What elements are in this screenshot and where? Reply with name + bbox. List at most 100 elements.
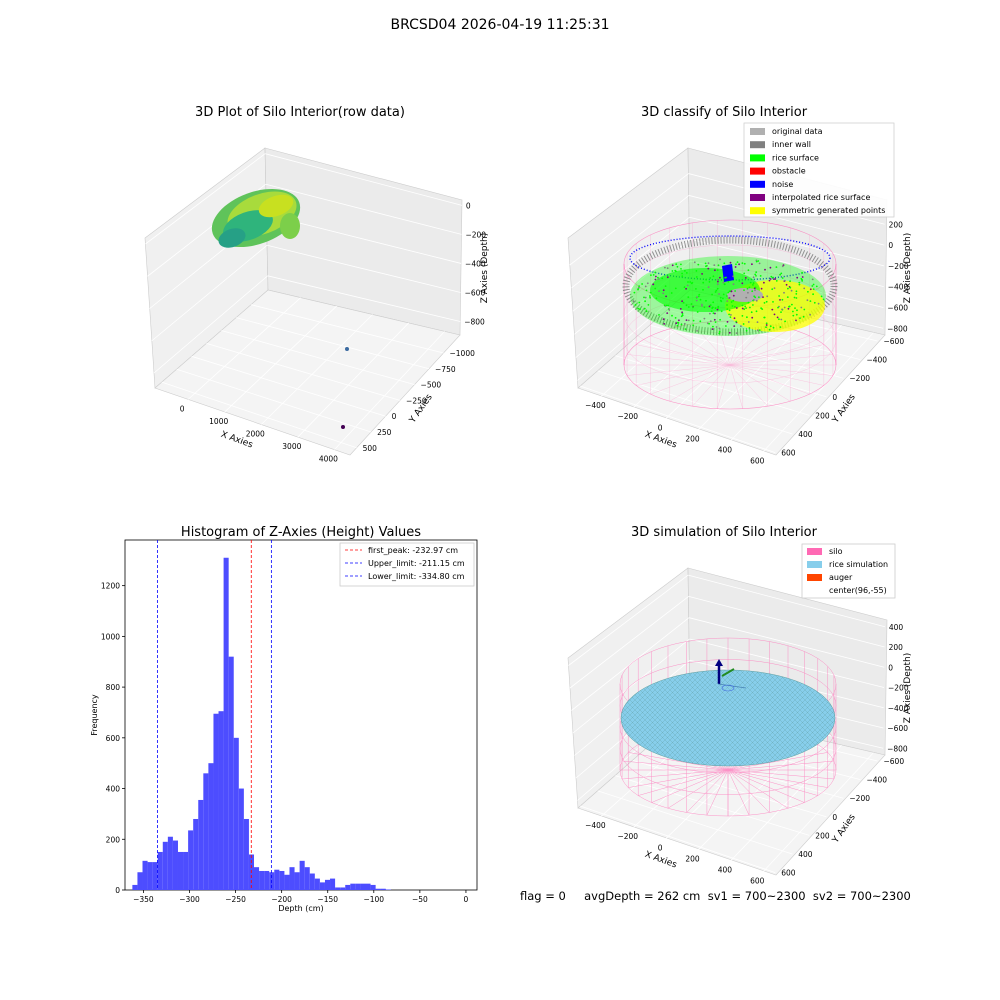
y-tick-label: −500 xyxy=(421,381,442,390)
y-tick-label: 0 xyxy=(392,412,397,421)
y-tick-label: 200 xyxy=(815,831,830,840)
histogram-bar xyxy=(264,870,270,890)
legend-swatch xyxy=(750,194,765,201)
histogram-bar xyxy=(228,656,234,890)
y-tick-label: −750 xyxy=(435,365,456,374)
panel1-outlier-point xyxy=(345,347,349,351)
x-tick-label: 3000 xyxy=(282,442,301,451)
y-tick-label: −1000 xyxy=(450,349,476,358)
histogram-bar xyxy=(183,851,189,890)
z-tick-label: 0 xyxy=(466,201,471,210)
legend-entry: center(96,-55) xyxy=(829,586,887,595)
histogram-bar xyxy=(172,840,178,890)
panel3-title: Histogram of Z-Axies (Height) Values xyxy=(181,525,421,540)
histogram-bar xyxy=(319,882,325,890)
legend-entry: interpolated rice surface xyxy=(772,193,870,202)
legend-entry: obstacle xyxy=(772,167,806,176)
panel1-ticks: 01000200030004000−1000−750−500−250025050… xyxy=(180,201,487,463)
panel4-title: 3D simulation of Silo Interior xyxy=(631,525,818,540)
histogram-bar xyxy=(299,860,305,890)
histogram-bar xyxy=(309,873,315,890)
y-tick-label: 1000 xyxy=(101,632,120,641)
panel2-zlabel: Z Axies (Depth) xyxy=(903,233,913,304)
x-tick-label: −200 xyxy=(271,895,292,904)
y-tick-label: −600 xyxy=(884,337,905,346)
panel-simulation: 3D simulation of Silo Interior silo rice … xyxy=(567,525,913,886)
y-tick-label: 200 xyxy=(106,835,121,844)
legend-swatch xyxy=(750,167,765,175)
legend-swatch xyxy=(807,574,822,581)
panel2-title: 3D classify of Silo Interior xyxy=(641,105,808,120)
histogram-xticks: −350 −300 −250 −200 −150 −100 −50 0 xyxy=(133,890,469,904)
y-tick-label: −250 xyxy=(406,396,427,405)
y-tick-label: 0 xyxy=(832,393,837,402)
z-tick-label: 400 xyxy=(889,623,904,632)
x-tick-label: 0 xyxy=(658,843,663,852)
x-tick-label: −250 xyxy=(225,895,246,904)
x-tick-label: 600 xyxy=(750,877,765,886)
panel1-title: 3D Plot of Silo Interior(row data) xyxy=(195,105,405,120)
legend-swatch xyxy=(807,548,822,555)
panel4-ticks: −400−2000200400600−600−400−2000200400600… xyxy=(585,623,909,886)
z-tick-label: −400 xyxy=(888,704,909,713)
histogram-bar xyxy=(132,884,138,890)
histogram-bar xyxy=(233,737,239,890)
legend-swatch xyxy=(750,128,765,135)
x-tick-label: −100 xyxy=(363,895,384,904)
y-tick-label: 250 xyxy=(377,428,392,437)
x-tick-label: −50 xyxy=(412,895,428,904)
histogram-legend: first_peak: -232.97 cm Upper_limit: -211.… xyxy=(339,542,475,587)
z-tick-label: 0 xyxy=(888,241,893,250)
y-tick-label: 400 xyxy=(106,785,121,794)
histogram-bar xyxy=(223,557,229,890)
y-tick-label: −400 xyxy=(866,776,887,785)
y-tick-label: 800 xyxy=(106,683,121,692)
z-tick-label: −400 xyxy=(888,283,909,292)
histogram-bar xyxy=(213,713,219,890)
histogram-bar xyxy=(335,887,341,890)
histogram-bar xyxy=(355,883,361,890)
histogram-bar xyxy=(350,883,356,890)
legend-entry: first_peak: -232.97 cm xyxy=(368,546,458,555)
histogram-bar xyxy=(137,872,143,890)
histogram-xlabel: Depth (cm) xyxy=(278,904,323,913)
legend-entry: rice surface xyxy=(772,153,819,162)
panel4-rice-simulation xyxy=(620,669,836,767)
histogram-bar xyxy=(380,888,386,890)
y-tick-label: 0 xyxy=(115,886,120,895)
panel1-zlabel: Z Axies (Depth) xyxy=(480,233,490,304)
panel2-legend: original data inner wall rice surface obsta… xyxy=(743,122,895,218)
y-tick-label: 400 xyxy=(798,430,813,439)
y-tick-label: 600 xyxy=(781,869,796,878)
panel2-rice-surface xyxy=(630,256,826,336)
z-tick-label: 200 xyxy=(889,643,904,652)
histogram-bar xyxy=(330,878,336,890)
x-tick-label: 600 xyxy=(750,457,765,466)
legend-swatch xyxy=(807,561,822,568)
legend-swatch xyxy=(750,154,765,162)
panel-histogram: Histogram of Z-Axies (Height) Values −35… xyxy=(90,525,478,913)
histogram-bar xyxy=(340,887,346,890)
x-tick-label: −150 xyxy=(317,895,338,904)
figure-suptitle: BRCSD04 2026-04-19 11:25:31 xyxy=(390,17,610,33)
z-tick-label: −600 xyxy=(887,724,908,733)
y-tick-label: −200 xyxy=(849,374,870,383)
histogram-bar xyxy=(152,862,158,890)
histogram-bar xyxy=(193,818,199,890)
histogram-bar xyxy=(294,872,300,890)
histogram-bar xyxy=(238,788,244,890)
histogram-bar xyxy=(147,862,153,890)
histogram-bar xyxy=(284,874,290,890)
y-tick-label: −600 xyxy=(884,757,905,766)
z-tick-label: −400 xyxy=(465,259,486,268)
histogram-bar xyxy=(385,889,391,890)
histogram-bar xyxy=(314,878,320,890)
x-tick-label: −300 xyxy=(179,895,200,904)
legend-entry: symmetric generated points xyxy=(772,206,885,215)
z-tick-label: −800 xyxy=(887,744,908,753)
y-tick-label: 500 xyxy=(363,444,378,453)
x-tick-label: 0 xyxy=(180,404,185,413)
panel4-legend: silo rice simulation auger center(96,-55) xyxy=(801,543,896,599)
x-tick-label: 200 xyxy=(685,434,700,443)
histogram-bar xyxy=(157,851,163,890)
